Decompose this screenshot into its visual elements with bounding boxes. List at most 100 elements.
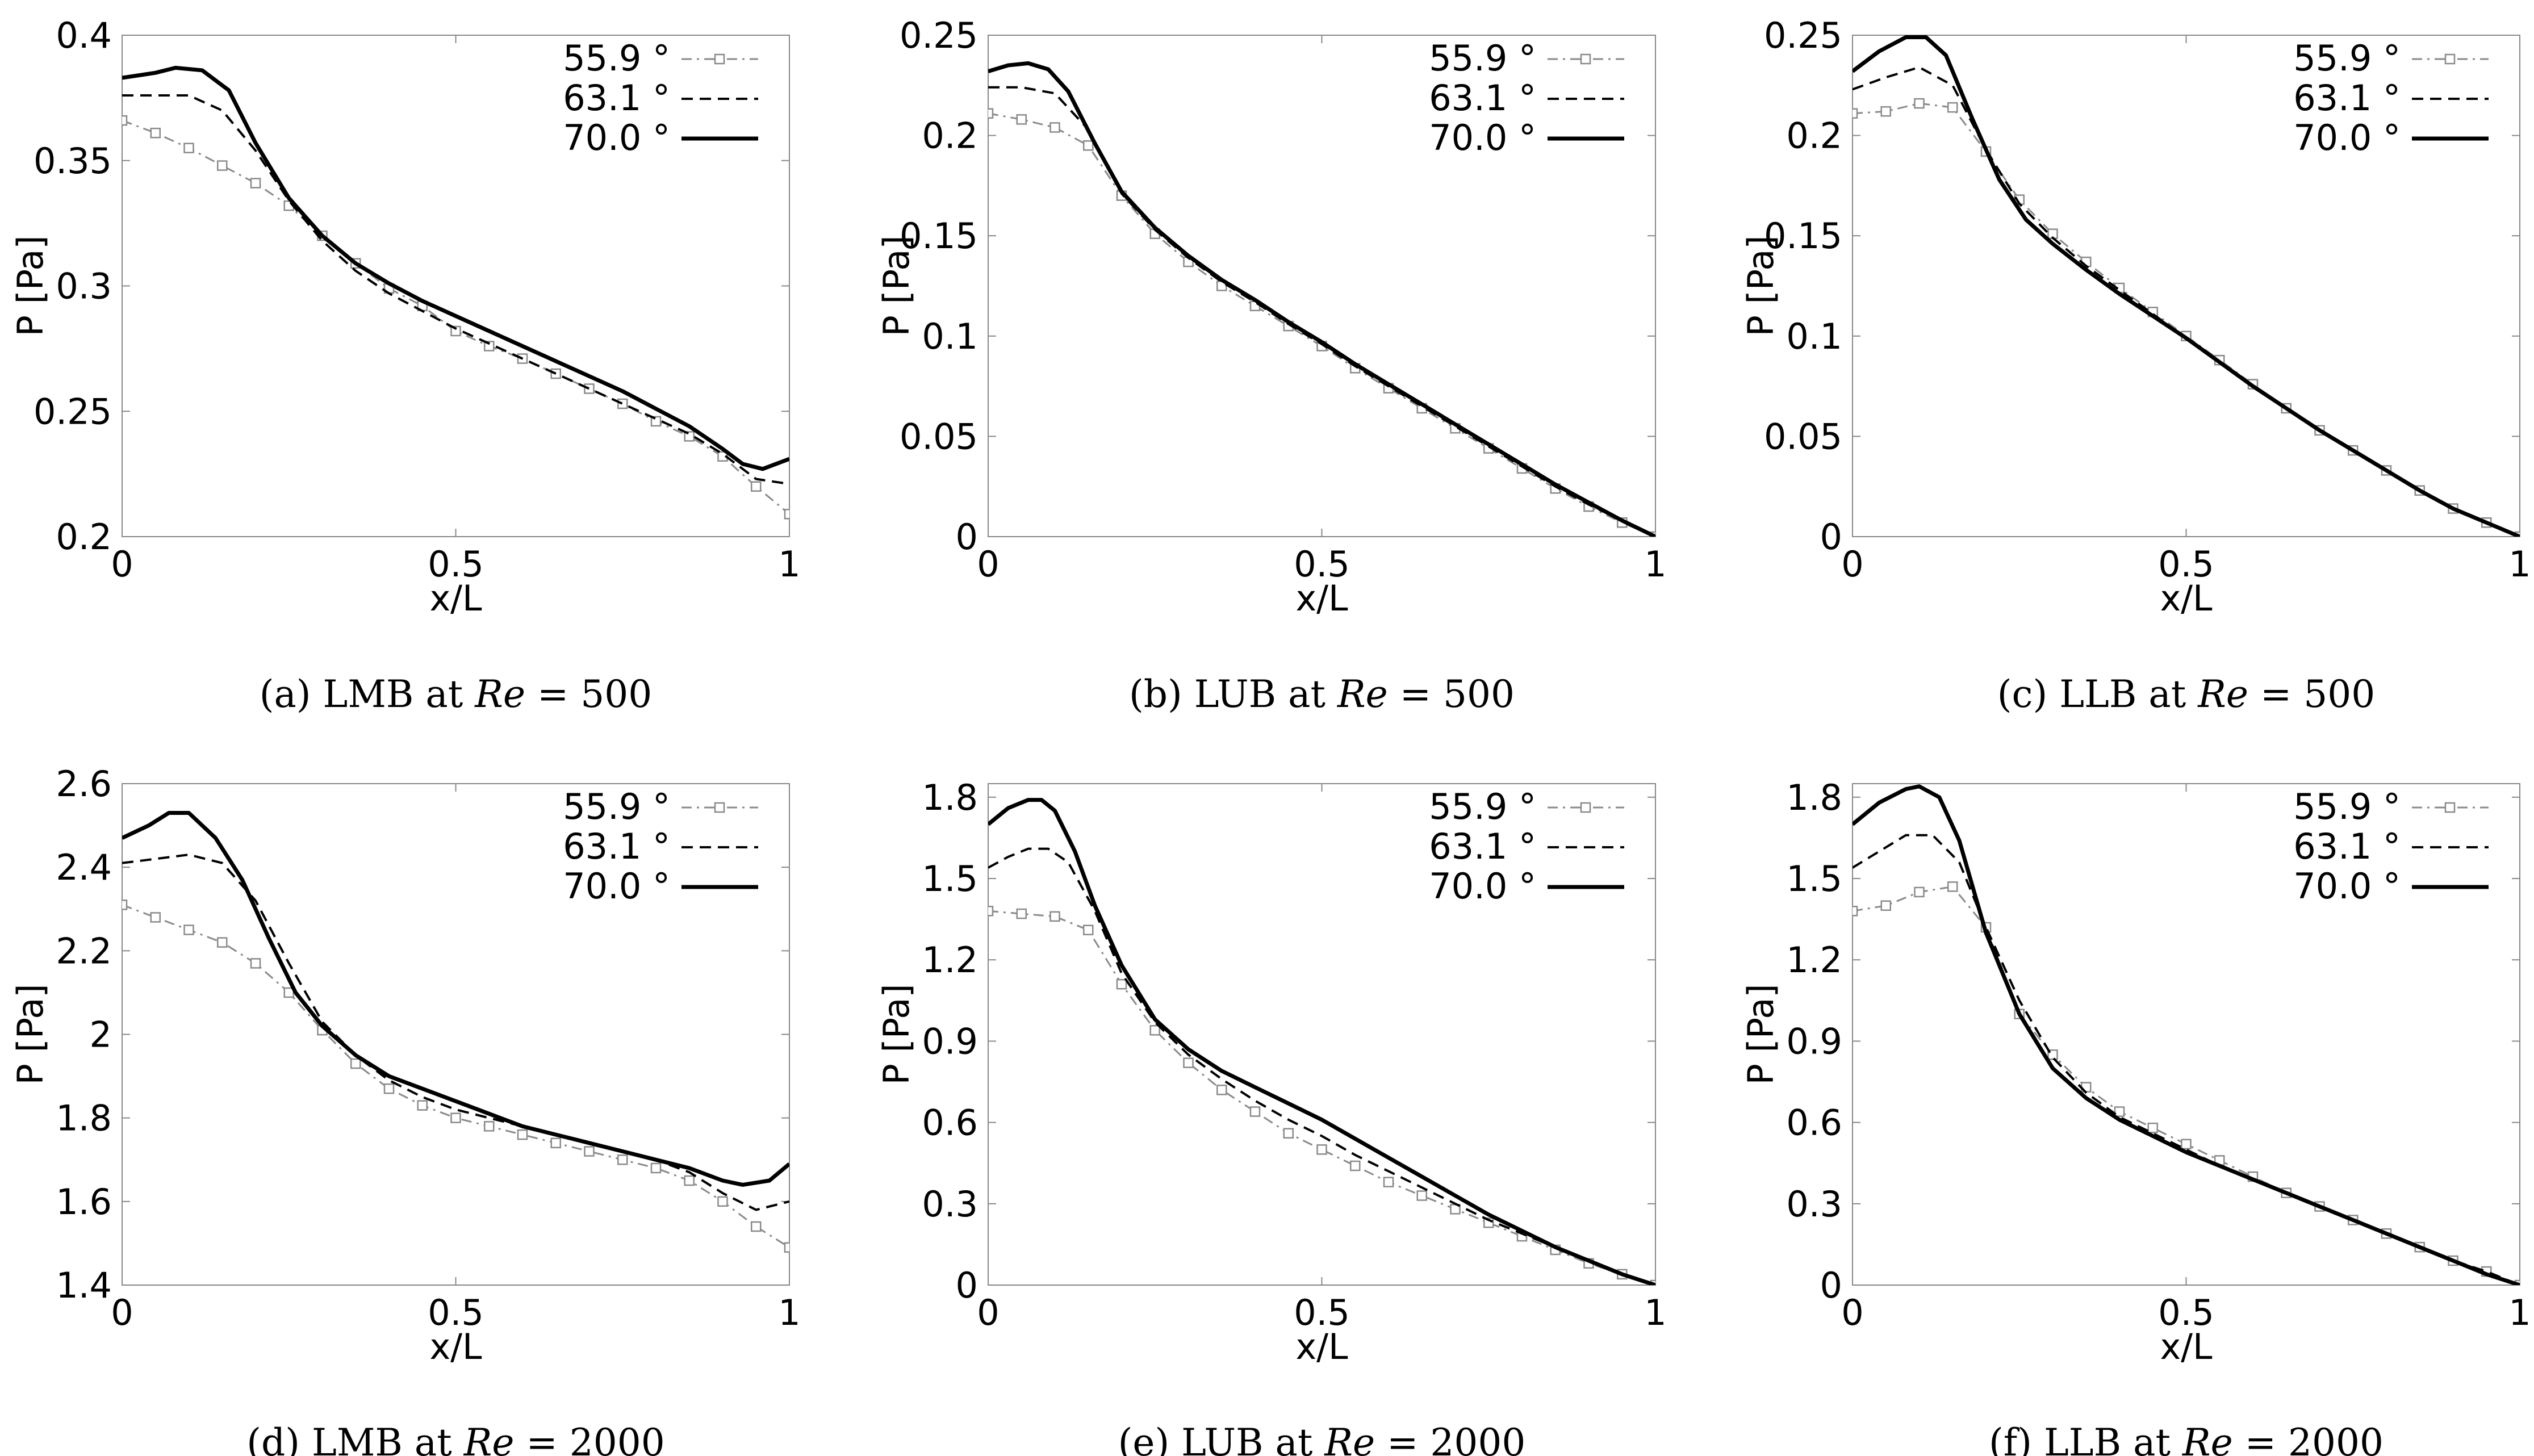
series-point-0 [784, 509, 789, 520]
series-point-0 [684, 1175, 695, 1186]
series-point-0 [1947, 881, 1958, 892]
legend-label: 63.1 ° [563, 77, 670, 119]
y-tick-label: 0.25 [900, 15, 978, 56]
legend-swatch-marker [1580, 53, 1591, 65]
series-line-2 [988, 61, 1655, 537]
series-point-0 [450, 1112, 461, 1123]
series-point-0 [684, 431, 695, 442]
x-axis-label: x/L [429, 1326, 482, 1367]
series-line-2 [1853, 784, 2520, 1285]
series-point-0 [988, 906, 994, 917]
series-point-0 [2147, 1122, 2158, 1133]
x-tick-label: 1 [2508, 1292, 2531, 1333]
series-point-0 [584, 1146, 595, 1157]
series-point-0 [183, 924, 194, 935]
series-point-0 [1216, 1085, 1227, 1095]
caption-eq: = 500 [525, 672, 652, 716]
legend-swatch-marker [714, 53, 725, 65]
legend-label: 70.0 ° [2293, 117, 2401, 158]
caption-re: Re [2197, 672, 2248, 716]
series-point-0 [183, 143, 194, 153]
y-tick-label: 1.8 [1786, 777, 1842, 818]
caption-eq: = 2000 [2233, 1421, 2384, 1456]
series-point-0 [617, 398, 628, 409]
panel-caption: (b) LUB at Re = 500 [1129, 672, 1515, 716]
y-tick-label: 1.5 [922, 858, 978, 899]
series-point-0 [1383, 1177, 1394, 1187]
series-point-0 [1880, 900, 1891, 911]
x-tick-label: 1 [778, 1292, 800, 1333]
legend-label: 70.0 ° [1429, 865, 1536, 907]
y-tick-label: 0.2 [922, 115, 978, 157]
series-line-2 [1853, 35, 2520, 537]
y-tick-label: 2 [90, 1014, 112, 1056]
plot-frame [988, 783, 1656, 1286]
series-point-0 [1016, 114, 1027, 125]
y-tick-label: 0.35 [34, 140, 112, 182]
legend-swatch-marker [2444, 53, 2456, 65]
plot-frame [1852, 783, 2520, 1286]
y-tick-label: 0.2 [1786, 115, 1842, 157]
panel-caption: (f) LLB at Re = 2000 [1989, 1421, 2384, 1456]
y-axis-label: P [Pa] [10, 984, 51, 1085]
series-point-0 [383, 1083, 395, 1094]
panel-caption: (d) LMB at Re = 2000 [246, 1421, 664, 1456]
y-tick-label: 1.2 [922, 939, 978, 981]
series-line-2 [122, 65, 789, 471]
series-point-0 [1083, 140, 1094, 151]
legend-label: 70.0 ° [1429, 117, 1536, 158]
x-tick-label: 0 [977, 543, 999, 585]
series-point-0 [250, 178, 261, 189]
series-point-0 [650, 1162, 662, 1174]
panel-caption: (e) LUB at Re = 2000 [1118, 1421, 1526, 1456]
y-tick-label: 1.5 [1786, 858, 1842, 899]
legend-label: 55.9 ° [1429, 786, 1536, 827]
series-line-1 [122, 94, 789, 486]
y-tick-label: 0 [956, 1265, 978, 1306]
y-axis-label: P [Pa] [1740, 984, 1782, 1085]
x-tick-label: 0 [1841, 1292, 1863, 1333]
series-point-0 [417, 1100, 428, 1111]
y-tick-label: 2.6 [56, 763, 112, 805]
chart-panel-4: 0 0.5 1 0 0.3 0.6 0.9 1.2 1.5 1.8 x/L P [Pa] 55.9 °6… [876, 777, 1667, 1456]
series-point-0 [1016, 908, 1027, 919]
series-point-0 [1316, 1144, 1327, 1155]
series-point-0 [751, 1221, 762, 1232]
x-tick-label: 0.5 [428, 543, 484, 585]
caption-re: Re [1337, 672, 1388, 716]
series-line-1 [988, 847, 1655, 1285]
panel-caption: (c) LLB at Re = 500 [1997, 672, 2375, 716]
y-axis-label: P [Pa] [1740, 235, 1782, 336]
series-point-0 [484, 1121, 495, 1132]
y-tick-label: 0.6 [1786, 1102, 1842, 1144]
series-point-0 [1947, 102, 1958, 113]
legend-label: 70.0 ° [2293, 865, 2401, 907]
series-line-1 [122, 853, 789, 1211]
series-point-0 [1116, 978, 1127, 990]
y-axis-label: P [Pa] [876, 984, 917, 1085]
panel-caption: (a) LMB at Re = 500 [260, 672, 653, 716]
caption-prefix: (d) LMB at [246, 1421, 463, 1456]
x-tick-label: 0 [111, 543, 133, 585]
series-point-0 [1049, 911, 1060, 922]
series-line-0 [1853, 102, 2520, 537]
chart-panel-3: 0 0.5 1 1.4 1.6 1.8 2 2.2 2.4 2.6 x/L P [Pa] 55.9 °6… [10, 763, 801, 1456]
series-point-0 [217, 937, 228, 948]
series-point-0 [217, 160, 228, 171]
chart-panel-0: 0 0.5 1 0.2 0.25 0.3 0.35 0.4 x/L P [Pa] 55.9 °63.… [10, 15, 801, 716]
chart-panel-1: 0 0.5 1 0 0.05 0.1 0.15 0.2 0.25 x/L P [Pa] 55.9 °6… [876, 15, 1667, 716]
series-point-0 [1853, 108, 1858, 119]
plot-frame [122, 35, 790, 537]
chart-panel-5: 0 0.5 1 0 0.3 0.6 0.9 1.2 1.5 1.8 x/L P [Pa] 55.9 °6… [1740, 777, 2531, 1456]
caption-eq: = 2000 [1375, 1421, 1525, 1456]
series-line-1 [1853, 834, 2520, 1285]
y-tick-label: 0.9 [922, 1020, 978, 1062]
y-tick-label: 0.1 [1786, 316, 1842, 357]
series-point-0 [122, 115, 128, 126]
series-point-0 [650, 416, 662, 427]
x-tick-label: 0.5 [1294, 1292, 1350, 1333]
y-tick-label: 0.9 [1786, 1020, 1842, 1062]
x-tick-label: 1 [778, 543, 800, 585]
legend-label: 63.1 ° [1429, 826, 1536, 867]
series-point-0 [150, 912, 161, 923]
